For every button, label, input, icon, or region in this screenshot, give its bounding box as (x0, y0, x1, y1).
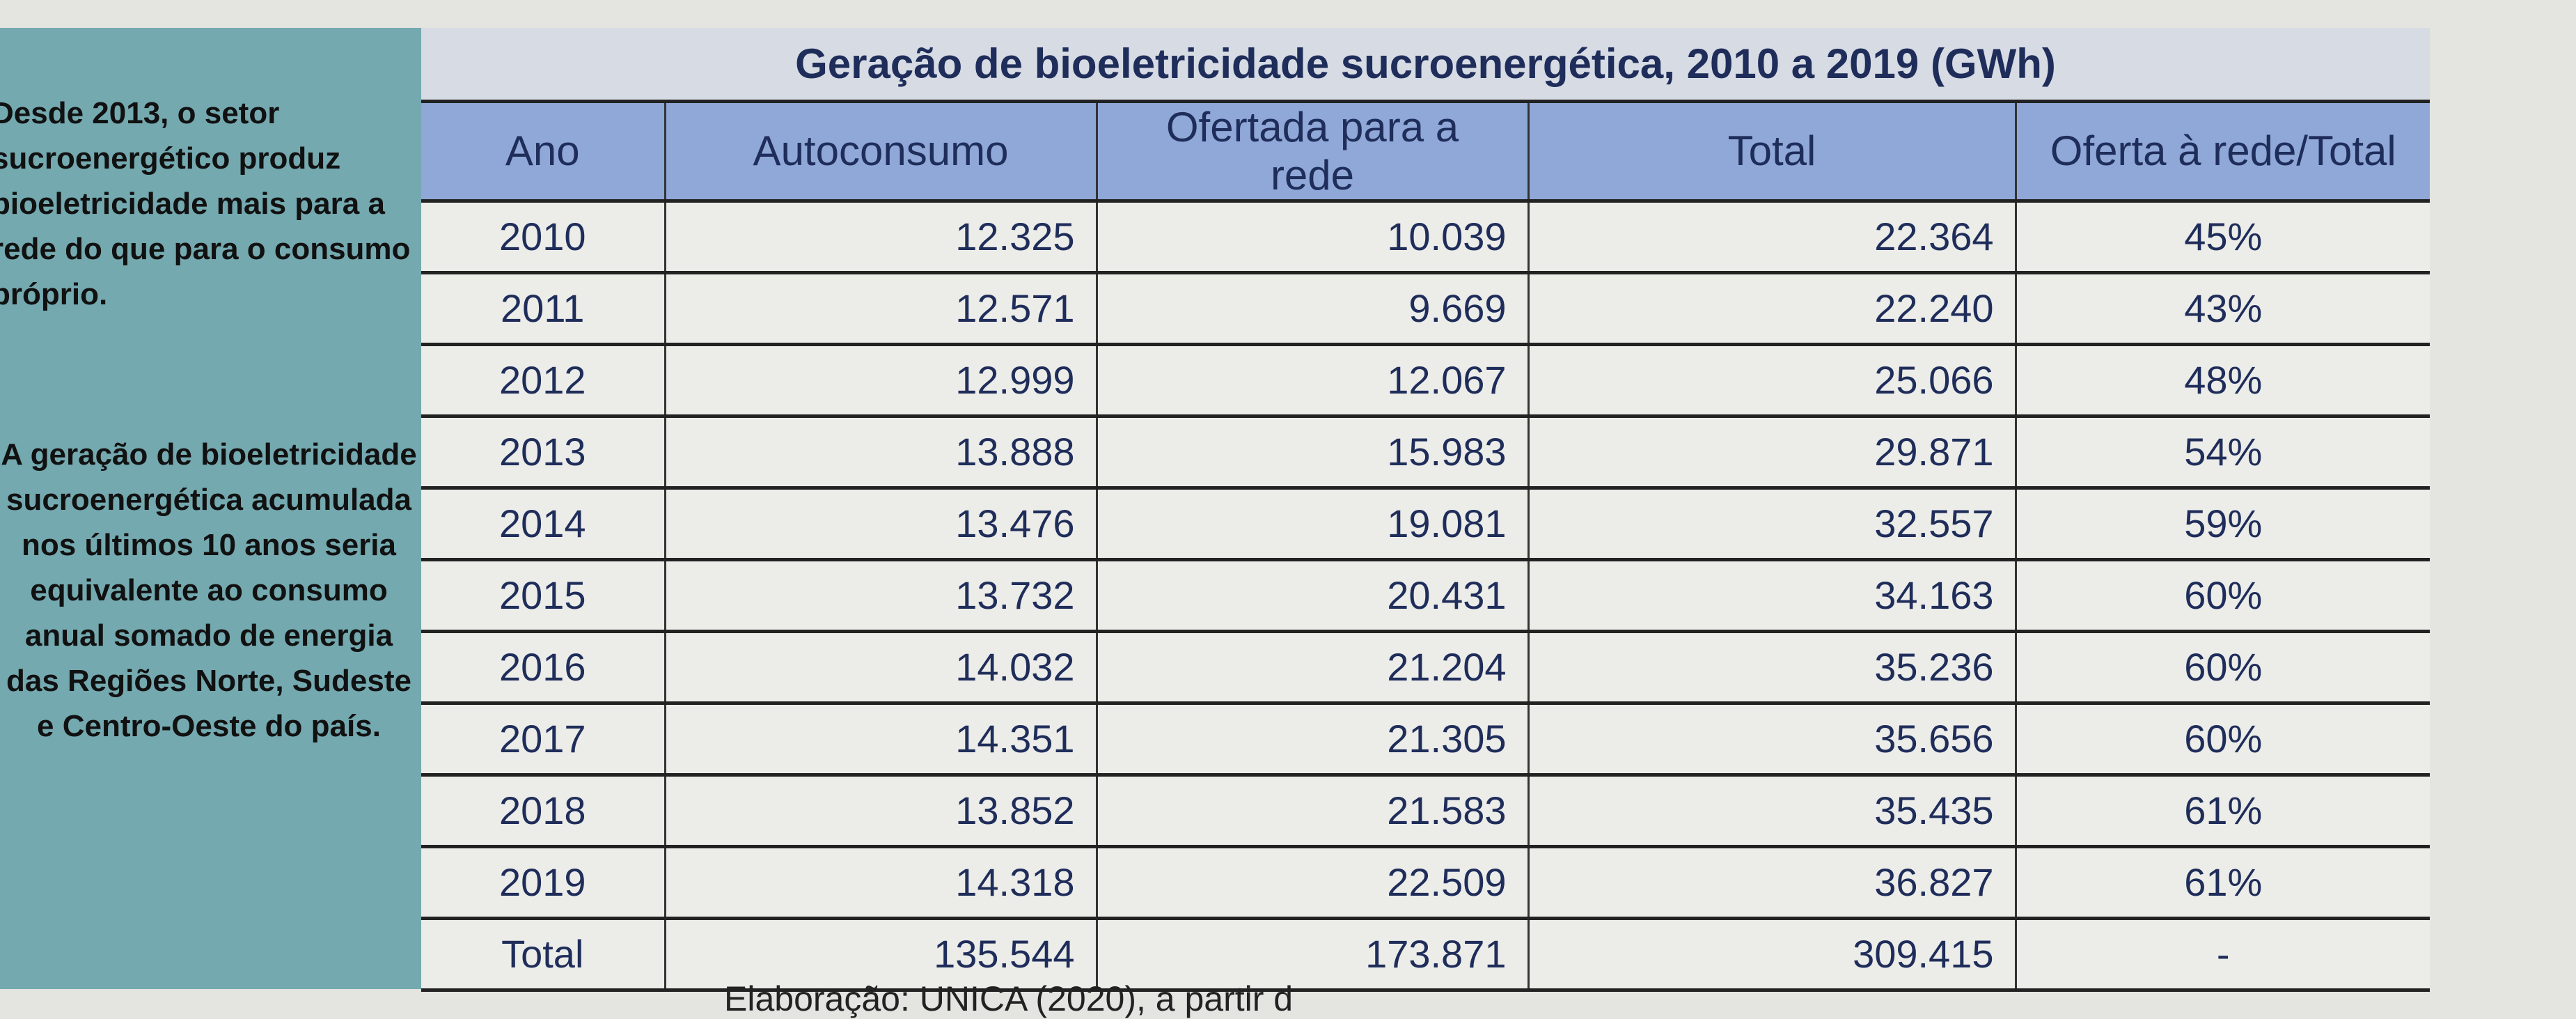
table-cell: 25.066 (1528, 344, 2017, 416)
table-cell: 15.983 (1097, 416, 1530, 488)
table-row: 2013 13.888 15.983 29.871 54% (421, 416, 2430, 488)
table-cell: 14.318 (665, 846, 1098, 918)
table-cell: - (2016, 918, 2430, 990)
table-cell: 43% (2016, 272, 2430, 344)
table-cell: 54% (2016, 416, 2430, 488)
table-cell: 21.583 (1097, 775, 1530, 846)
table-cell: 13.888 (665, 416, 1098, 488)
table-cell: 59% (2016, 488, 2430, 559)
column-header: Total (1528, 101, 2017, 201)
column-header: Ano (421, 101, 666, 201)
table-cell: 19.081 (1097, 488, 1530, 559)
table-cell: 2012 (421, 344, 666, 416)
column-header: Oferta à rede/Total (2016, 101, 2430, 201)
table-cell: 2011 (421, 272, 666, 344)
table-cell: 61% (2016, 775, 2430, 846)
table-row: 2011 12.571 9.669 22.240 43% (421, 272, 2430, 344)
table-cell: 60% (2016, 703, 2430, 775)
table-cell: 2017 (421, 703, 666, 775)
table-cell: 2015 (421, 559, 666, 631)
table-row: 2015 13.732 20.431 34.163 60% (421, 559, 2430, 631)
table-cell: 2013 (421, 416, 666, 488)
table-cell: 2019 (421, 846, 666, 918)
table-cell: 13.732 (665, 559, 1098, 631)
table-cell: 173.871 (1097, 918, 1530, 990)
table-cell: 9.669 (1097, 272, 1530, 344)
table-row: 2017 14.351 21.305 35.656 60% (421, 703, 2430, 775)
table-cell: 21.204 (1097, 631, 1530, 703)
table-cell: 21.305 (1097, 703, 1530, 775)
side-text-paragraph-1: Desde 2013, o setor sucroenergético prod… (0, 96, 411, 311)
table-cell: 60% (2016, 631, 2430, 703)
bioelectricity-table: Geração de bioeletricidade sucroenergéti… (421, 28, 2430, 992)
table-cell: 309.415 (1528, 918, 2017, 990)
table-cell: 32.557 (1528, 488, 2017, 559)
table-row: 2019 14.318 22.509 36.827 61% (421, 846, 2430, 918)
table-cell: 2014 (421, 488, 666, 559)
table-cell: 2018 (421, 775, 666, 846)
table-cell: 22.240 (1528, 272, 2017, 344)
table-row: 2018 13.852 21.583 35.435 61% (421, 775, 2430, 846)
table-cell: 36.827 (1528, 846, 2017, 918)
table-cell: 45% (2016, 201, 2430, 272)
total-row: Total 135.544 173.871 309.415- (421, 918, 2430, 990)
table-cell: 35.236 (1528, 631, 2017, 703)
table-cell: 61% (2016, 846, 2430, 918)
side-text-paragraph-2: A geração de bioeletricidade sucroenergé… (1, 437, 417, 743)
table-cell: 13.852 (665, 775, 1098, 846)
table-cell: 10.039 (1097, 201, 1530, 272)
table-cell: 12.067 (1097, 344, 1530, 416)
table-cell: 48% (2016, 344, 2430, 416)
side-text-panel: Desde 2013, o setor sucroenergético prod… (0, 28, 449, 989)
table-cell: 29.871 (1528, 416, 2017, 488)
table-cell: 14.351 (665, 703, 1098, 775)
column-header: Autoconsumo (665, 101, 1098, 201)
table-cell: 2016 (421, 631, 666, 703)
table-cell: 2010 (421, 201, 666, 272)
table-cell: 14.032 (665, 631, 1098, 703)
table-row: 2012 12.999 12.067 25.066 48% (421, 344, 2430, 416)
table-cell: 22.364 (1528, 201, 2017, 272)
table-cell: 34.163 (1528, 559, 2017, 631)
table-row: 2014 13.476 19.081 32.557 59% (421, 488, 2430, 559)
table-cell: 60% (2016, 559, 2430, 631)
table-cell: Total (421, 918, 666, 990)
table-cell: 12.999 (665, 344, 1098, 416)
table-cell: 22.509 (1097, 846, 1530, 918)
table-cell: 20.431 (1097, 559, 1530, 631)
table-cell: 13.476 (665, 488, 1098, 559)
source-footnote: Elaboração: UNICA (2020), a partir d (724, 979, 1294, 1018)
table-cell: 35.435 (1528, 775, 2017, 846)
column-header: Ofertada para a rede (1097, 101, 1530, 201)
table-header-row: Ano Autoconsumo Ofertada para a rede Total O… (421, 101, 2430, 201)
table-cell: 135.544 (665, 918, 1098, 990)
table-cell: 35.656 (1528, 703, 2017, 775)
table-title: Geração de bioeletricidade sucroenergéti… (421, 28, 2430, 101)
table-row: 2016 14.032 21.204 35.236 60% (421, 631, 2430, 703)
table-cell: 12.325 (665, 201, 1098, 272)
table-row: 2010 12.325 10.039 22.364 45% (421, 201, 2430, 272)
table-cell: 12.571 (665, 272, 1098, 344)
